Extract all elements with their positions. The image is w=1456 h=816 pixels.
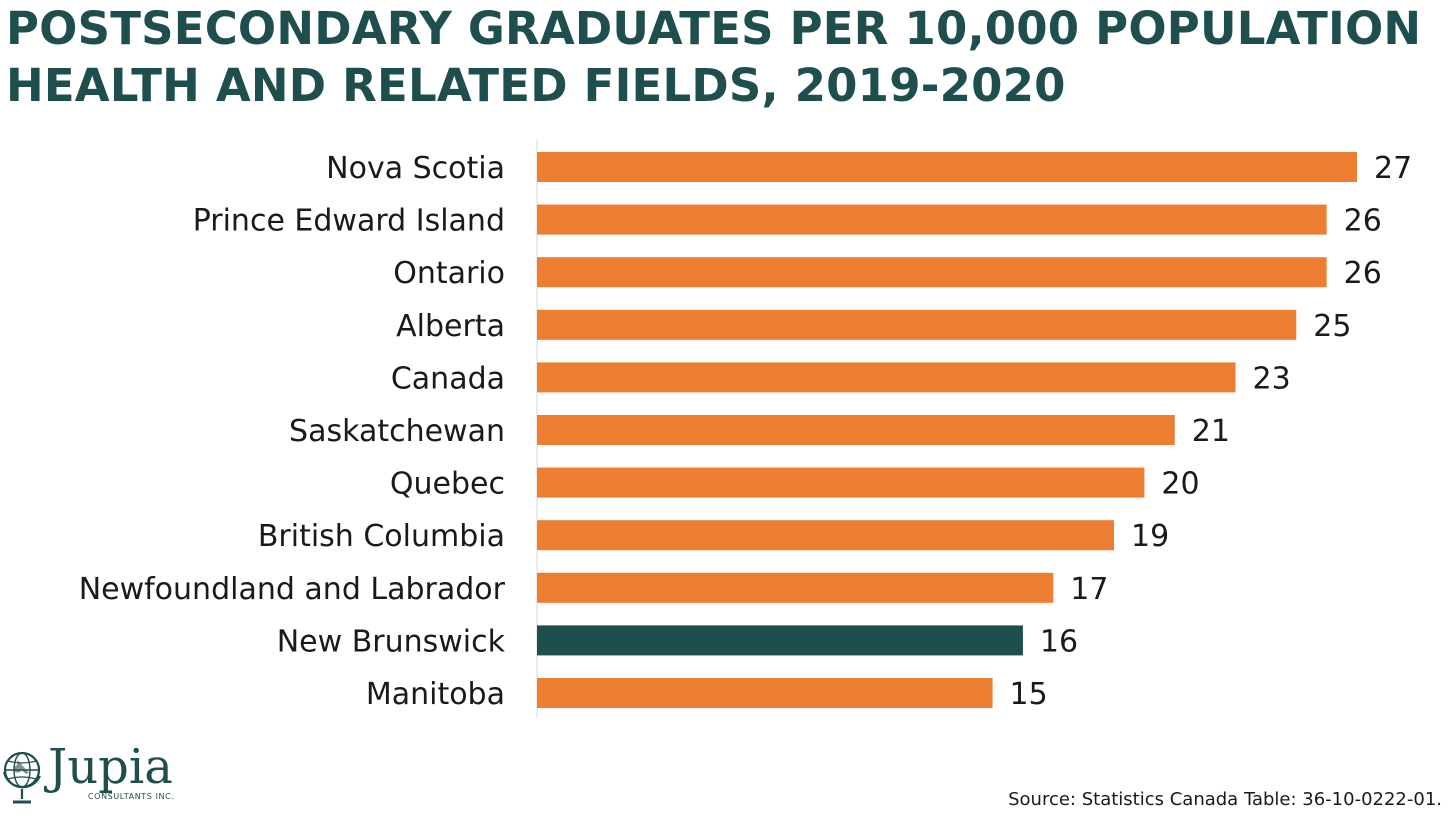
data-label: 25 [1313,309,1351,344]
category-label: Ontario [393,256,505,291]
bar [537,467,1145,498]
bar [537,415,1175,445]
data-label: 16 [1040,624,1078,659]
category-label: Nova Scotia [326,151,505,186]
bar [537,204,1327,235]
category-label: New Brunswick [277,624,506,659]
category-label: British Columbia [258,519,505,554]
category-label: Canada [391,361,505,396]
data-label: 17 [1070,572,1108,607]
data-label: 26 [1344,256,1382,291]
bar [537,678,993,708]
bar [537,625,1023,656]
data-label: 19 [1131,519,1169,554]
bar [537,309,1297,340]
title-line-2: HEALTH AND RELATED FIELDS, 2019-2020 [6,59,1066,112]
data-label: 27 [1374,151,1412,186]
data-label: 26 [1344,204,1382,239]
category-label: Quebec [390,467,505,502]
bar [537,152,1357,182]
bar [537,572,1054,603]
data-label: 20 [1161,467,1199,502]
bar [537,520,1115,551]
chart-title: POSTSECONDARY GRADUATES PER 10,000 POPUL… [6,0,1421,114]
data-label: 23 [1253,361,1291,396]
data-label: 15 [1010,677,1048,712]
bar [537,257,1327,288]
category-label: Alberta [396,309,505,344]
globe-icon [3,751,41,804]
category-label: Prince Edward Island [193,204,505,239]
logo-wordmark: Jupia [48,739,173,795]
data-label: 21 [1192,414,1230,449]
bar [537,362,1236,393]
source-note: Source: Statistics Canada Table: 36-10-0… [1008,789,1442,810]
jupia-logo: Jupia CONSULTANTS INC. [0,739,230,816]
title-line-1: POSTSECONDARY GRADUATES PER 10,000 POPUL… [6,2,1422,55]
category-label: Manitoba [366,677,505,712]
category-label: Saskatchewan [289,414,505,449]
category-label: Newfoundland and Labrador [79,572,506,607]
logo-tagline: CONSULTANTS INC. [88,792,175,801]
